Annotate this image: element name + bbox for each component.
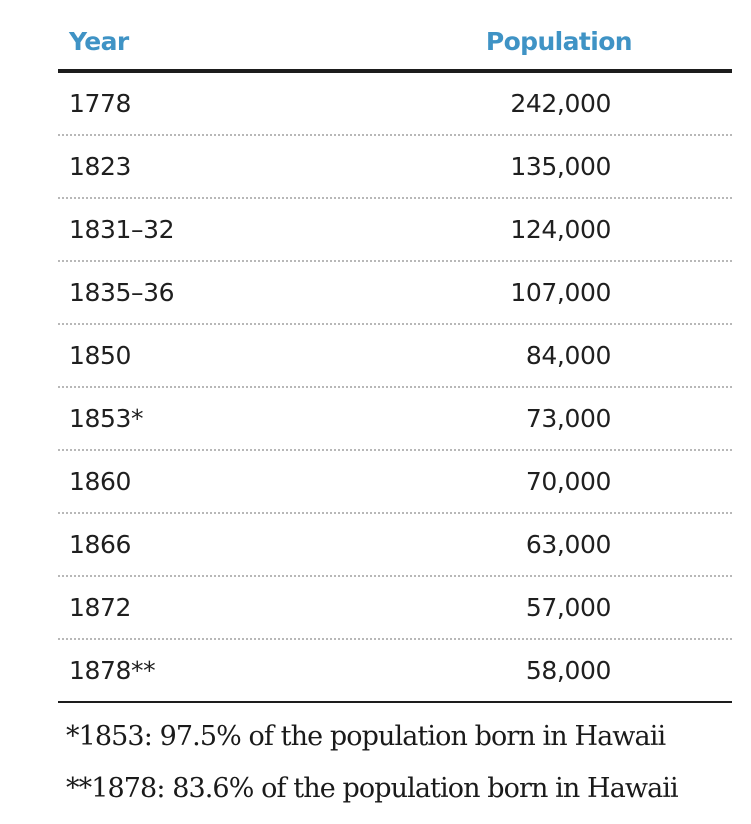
year-cell: 1853*: [69, 404, 144, 433]
population-table: Year Population 1778 242,000 1823 135,00…: [58, 0, 732, 703]
year-cell: 1823: [69, 152, 132, 181]
table-row: 1778 242,000: [58, 73, 732, 136]
table-row: 1831–32 124,000: [58, 199, 732, 262]
table-row: 1878** 58,000: [58, 640, 732, 703]
table-row: 1860 70,000: [58, 451, 732, 514]
population-cell: 58,000: [525, 656, 611, 685]
table-row: 1835–36 107,000: [58, 262, 732, 325]
table-row: 1823 135,000: [58, 136, 732, 199]
table-row: 1853* 73,000: [58, 388, 732, 451]
year-cell: 1831–32: [69, 215, 175, 244]
population-cell: 124,000: [510, 215, 611, 244]
table-row: 1850 84,000: [58, 325, 732, 388]
population-cell: 63,000: [525, 530, 611, 559]
footnotes: *1853: 97.5% of the population born in H…: [66, 711, 746, 815]
year-cell: 1872: [69, 593, 132, 622]
year-cell: 1866: [69, 530, 132, 559]
population-column-header: Population: [485, 27, 633, 56]
population-cell: 135,000: [510, 152, 611, 181]
year-cell: 1778: [69, 89, 132, 118]
table-row: 1872 57,000: [58, 577, 732, 640]
population-cell: 107,000: [510, 278, 611, 307]
population-cell: 84,000: [525, 341, 611, 370]
year-column-header: Year: [69, 27, 129, 56]
year-cell: 1860: [69, 467, 132, 496]
population-cell: 73,000: [525, 404, 611, 433]
footnote-1853: *1853: 97.5% of the population born in H…: [66, 721, 666, 752]
footnote-1878: **1878: 83.6% of the population born in …: [66, 773, 679, 804]
table-row: 1866 63,000: [58, 514, 732, 577]
table-header-row: Year Population: [58, 0, 732, 73]
year-cell: 1878**: [69, 656, 156, 685]
population-cell: 242,000: [510, 89, 611, 118]
population-cell: 70,000: [525, 467, 611, 496]
year-cell: 1835–36: [69, 278, 175, 307]
population-cell: 57,000: [525, 593, 611, 622]
year-cell: 1850: [69, 341, 132, 370]
